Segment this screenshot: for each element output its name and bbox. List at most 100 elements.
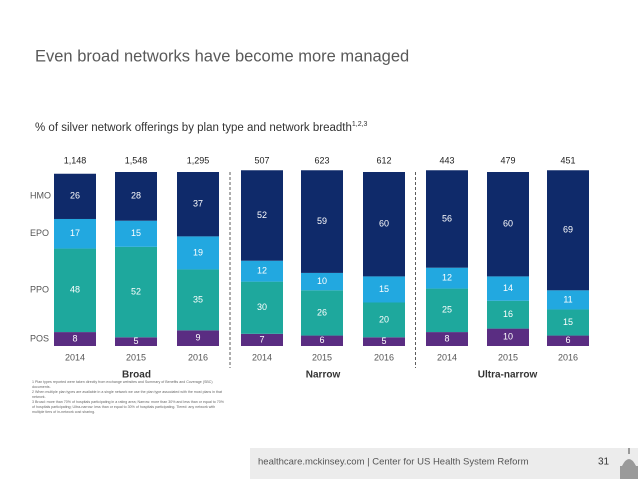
data-label: 26: [317, 307, 327, 317]
bar-segment: [487, 300, 529, 329]
total-label: 1,295: [187, 155, 210, 165]
bar-segment: [54, 173, 96, 219]
total-label: 1,548: [125, 155, 148, 165]
bar-segment: [177, 236, 219, 270]
data-label: 25: [442, 305, 452, 315]
chart-subtitle: % of silver network offerings by plan ty…: [35, 121, 368, 134]
bar-segment: [115, 172, 157, 221]
bar-segment: [54, 332, 96, 346]
data-label: 11: [563, 294, 572, 304]
bar-segment: [363, 337, 405, 346]
bar-segment: [547, 335, 589, 346]
x-tick-label: 2014: [65, 352, 85, 362]
bar-segment: [426, 288, 468, 333]
x-tick-label: 2016: [188, 352, 208, 362]
data-label: 59: [317, 216, 327, 226]
group-label: Broad: [122, 370, 151, 381]
bar-segment: [241, 281, 283, 334]
chart-title: Even broad networks have become more man…: [35, 47, 409, 65]
x-tick-label: 2016: [374, 352, 394, 362]
bar-segment: [487, 172, 529, 277]
data-label: 16: [503, 309, 513, 319]
legend-label: POS: [30, 333, 49, 343]
bar-segment: [115, 246, 157, 338]
bar-segment: [115, 337, 157, 346]
data-label: 6: [565, 335, 570, 345]
data-label: 15: [563, 317, 573, 327]
bar-segment: [363, 302, 405, 338]
footnote: 1 Plan types reported were taken directl…: [32, 380, 213, 389]
footnote: 2 When multiple plan types are available…: [32, 390, 222, 399]
data-label: 48: [70, 285, 80, 295]
x-tick-label: 2016: [558, 352, 578, 362]
bar-segment: [301, 170, 343, 273]
data-label: 10: [317, 276, 327, 286]
data-label: 30: [257, 302, 267, 312]
page-number: 31: [598, 457, 610, 468]
total-label: 623: [314, 155, 329, 165]
footnotes: 1 Plan types reported were taken directl…: [32, 380, 227, 415]
group-label: Narrow: [306, 370, 341, 381]
footnote: 3 Broad: more than 70% of hospitals part…: [32, 400, 224, 414]
bar-segment: [363, 276, 405, 303]
bar-segment: [547, 170, 589, 291]
subtitle-superscript: 1,2,3: [352, 121, 368, 128]
bar-segment: [177, 330, 219, 346]
data-label: 52: [131, 286, 141, 296]
data-label: 5: [133, 336, 138, 346]
data-label: 7: [259, 334, 264, 344]
bar-segment: [487, 276, 529, 301]
data-label: 26: [70, 191, 80, 201]
data-label: 14: [503, 283, 513, 293]
bar-segment: [547, 290, 589, 310]
bar-segment: [54, 248, 96, 333]
total-label: 479: [500, 155, 515, 165]
x-tick-label: 2015: [498, 352, 518, 362]
x-tick-label: 2014: [437, 352, 457, 362]
footer-band: [250, 448, 638, 479]
data-label: 56: [442, 213, 452, 223]
bar-segment: [363, 172, 405, 277]
data-label: 8: [444, 333, 449, 343]
data-label: 69: [563, 225, 573, 235]
total-label: 1,148: [64, 155, 87, 165]
data-label: 6: [319, 335, 324, 345]
data-label: 37: [193, 199, 203, 209]
data-label: 52: [257, 210, 267, 220]
group-label: Ultra-narrow: [478, 370, 538, 381]
data-label: 19: [193, 247, 203, 257]
legend-label: HMO: [30, 191, 51, 201]
bar-segment: [115, 220, 157, 247]
data-label: 10: [503, 332, 513, 342]
data-label: 9: [195, 333, 200, 343]
data-label: 60: [503, 219, 513, 229]
data-label: 20: [379, 314, 389, 324]
data-label: 60: [379, 219, 389, 229]
logo: [620, 448, 638, 479]
bar-segment: [241, 333, 283, 346]
total-label: 443: [439, 155, 454, 165]
data-label: 12: [257, 266, 267, 276]
bar-segment: [487, 328, 529, 346]
data-label: 12: [442, 273, 452, 283]
legend-label: PPO: [30, 285, 49, 295]
data-label: 5: [381, 336, 386, 346]
data-label: 15: [131, 228, 141, 238]
bar-segment: [241, 170, 283, 261]
bar-segment: [426, 267, 468, 289]
bar-segment: [54, 218, 96, 249]
data-label: 17: [70, 228, 80, 238]
x-tick-label: 2015: [126, 352, 146, 362]
bar-segment: [177, 269, 219, 331]
total-label: 612: [376, 155, 391, 165]
data-label: 15: [379, 284, 389, 294]
data-label: 35: [193, 294, 203, 304]
bar-segment: [301, 290, 343, 336]
bar-segment: [426, 170, 468, 268]
total-label: 507: [254, 155, 269, 165]
footer: healthcare.mckinsey.com | Center for US …: [258, 457, 529, 468]
data-label: 8: [72, 333, 77, 343]
bar-segment: [426, 332, 468, 346]
